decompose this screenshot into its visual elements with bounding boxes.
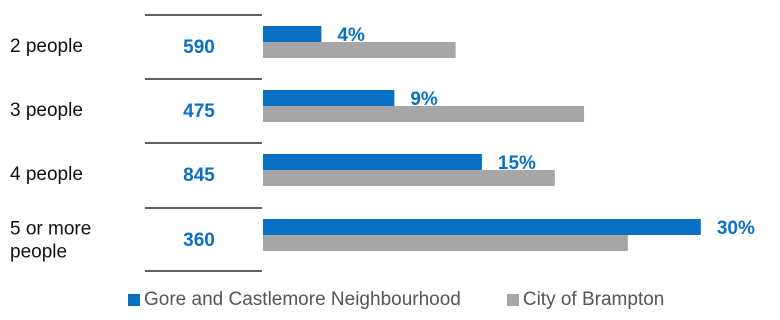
bar-brampton <box>263 42 456 58</box>
data-label: 30% <box>717 218 755 239</box>
legend-swatch-gore <box>128 294 140 306</box>
bar-gore <box>263 26 322 42</box>
bar-brampton <box>263 235 628 251</box>
bar-brampton <box>263 170 555 186</box>
legend-label-brampton: City of Brampton <box>522 289 665 310</box>
category-label: 5 or more people <box>10 219 91 263</box>
count-value: 360 <box>183 230 215 251</box>
bar-brampton <box>263 106 585 122</box>
legend: Gore and Castlemore Neighbourhood City o… <box>128 289 664 311</box>
chart-plot: 2 people 590 4% 3 people 475 9% 4 people 845 15%… <box>10 14 755 272</box>
count-value: 590 <box>183 37 215 58</box>
data-label: 15% <box>498 153 536 174</box>
count-value: 845 <box>183 165 215 186</box>
bar-gore <box>263 154 482 170</box>
legend-item-gore: Gore and Castlemore Neighbourhood <box>128 289 461 311</box>
data-label: 4% <box>337 25 365 46</box>
legend-label-gore: Gore and Castlemore Neighbourhood <box>144 289 461 310</box>
category-label: 4 people <box>10 164 83 185</box>
bar-gore <box>263 90 395 106</box>
bar-gore <box>263 219 701 235</box>
legend-item-brampton: City of Brampton <box>506 289 665 311</box>
count-value: 475 <box>183 101 215 122</box>
category-label: 3 people <box>10 100 83 121</box>
legend-swatch-brampton <box>506 294 519 306</box>
category-label: 2 people <box>10 36 83 57</box>
data-label: 9% <box>410 89 438 110</box>
